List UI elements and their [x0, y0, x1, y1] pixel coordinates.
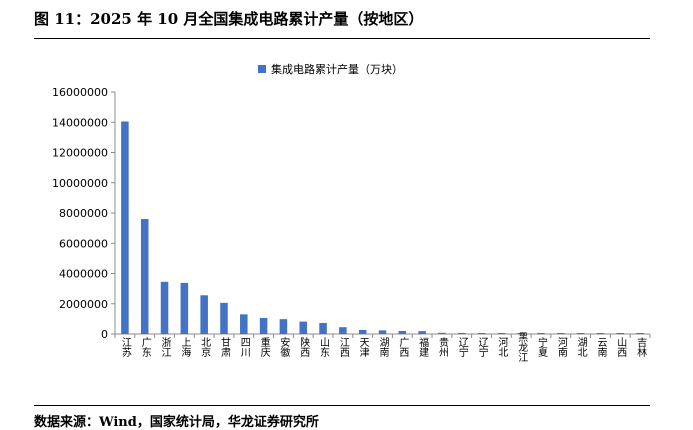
bottom-rule	[34, 405, 650, 406]
y-tick-label: 14000000	[52, 116, 108, 129]
bar-4	[200, 295, 208, 334]
x-tick-label: 重庆	[258, 336, 270, 358]
legend-label: 集成电路累计产量（万块）	[271, 62, 403, 76]
x-tick-label: 广东	[139, 337, 151, 357]
bar-0	[121, 121, 129, 335]
x-tick-label: 贵州	[436, 336, 448, 357]
x-tick-label: 吉林	[635, 337, 647, 358]
bar-12	[358, 329, 367, 334]
bar-23	[576, 333, 585, 334]
bar-9	[299, 321, 308, 334]
bar-13	[378, 330, 387, 334]
bar-15	[418, 331, 426, 334]
bar-19	[497, 333, 506, 334]
x-tick-label: 山东	[318, 337, 330, 357]
bar-26	[636, 333, 644, 334]
bar-1	[140, 219, 149, 334]
source-note: 数据来源：Wind，国家统计局，华龙证券研究所	[34, 415, 319, 430]
bar-18	[477, 333, 486, 334]
x-tick-label: 黑龙江	[516, 332, 528, 362]
x-tick-label: 上海	[179, 337, 191, 358]
x-tick-label: 河北	[496, 337, 508, 357]
x-tick-label: 甘肃	[218, 336, 230, 358]
figure-title: 图 11：2025 年 10 月全国集成电路累计产量（按地区）	[34, 10, 424, 28]
bar-10	[319, 322, 327, 334]
x-tick-label: 江苏	[119, 337, 131, 358]
y-tick-label: 0	[101, 328, 108, 341]
y-tick-label: 4000000	[59, 268, 108, 281]
y-tick-label: 12000000	[52, 147, 108, 160]
x-tick-label: 辽宁	[476, 337, 488, 357]
x-tick-label: 安徽	[278, 336, 290, 358]
bar-25	[616, 333, 625, 334]
x-tick-label: 山西	[615, 337, 627, 357]
x-tick-label: 四川	[238, 337, 250, 357]
bar-21	[537, 333, 545, 334]
bar-3	[180, 282, 189, 334]
y-tick-label: 2000000	[59, 298, 108, 311]
y-tick-label: 6000000	[59, 237, 108, 250]
x-tick-label: 湖南	[377, 337, 389, 357]
x-tick-label: 陕西	[298, 336, 310, 357]
bar-5	[220, 302, 228, 334]
x-tick-label: 浙江	[159, 337, 171, 357]
x-tick-label: 天津	[357, 337, 369, 358]
bar-24	[596, 333, 605, 334]
y-tick-label: 16000000	[52, 86, 108, 99]
bar-6	[240, 314, 248, 334]
bar-2	[160, 281, 169, 334]
bar-16	[438, 332, 446, 334]
x-tick-label: 云南	[595, 337, 607, 357]
bar-8	[279, 319, 288, 334]
bar-7	[259, 317, 268, 334]
x-tick-label: 江西	[337, 337, 349, 357]
top-rule	[34, 38, 650, 39]
y-tick-label: 10000000	[52, 177, 108, 190]
x-tick-label: 广西	[397, 337, 409, 357]
x-tick-label: 辽宁	[456, 337, 468, 357]
x-tick-label: 福建	[417, 336, 429, 357]
x-tick-label: 宁夏	[536, 336, 548, 357]
bar-20	[517, 333, 525, 334]
bar-22	[557, 333, 565, 334]
bar-14	[398, 330, 407, 334]
bar-17	[457, 332, 466, 334]
x-tick-label: 北京	[199, 337, 211, 358]
bar-11	[339, 327, 347, 334]
x-tick-label: 河南	[555, 337, 567, 357]
legend-swatch	[258, 65, 266, 73]
x-tick-label: 湖北	[575, 337, 587, 357]
y-tick-label: 8000000	[59, 207, 108, 220]
